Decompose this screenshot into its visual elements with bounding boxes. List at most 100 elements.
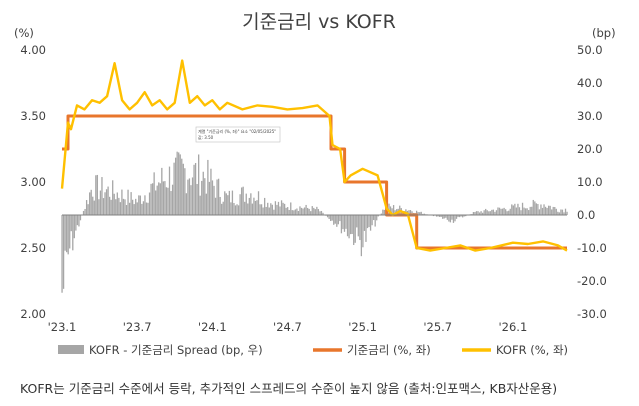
spread-bar: [293, 210, 295, 215]
spread-bar: [254, 200, 257, 215]
spread-bar: [336, 215, 338, 227]
spread-bar: [78, 215, 80, 227]
spread-bar: [452, 215, 455, 223]
spread-bar: [409, 210, 412, 215]
spread-bar: [544, 206, 547, 215]
spread-bar: [167, 187, 169, 215]
legend-label-kofr: KOFR (%, 좌): [496, 343, 568, 357]
spread-bar: [356, 215, 358, 228]
spread-bar: [303, 207, 306, 215]
spread-bar: [127, 189, 129, 215]
left-tick-label: 4.00: [20, 43, 46, 57]
spread-bar: [201, 180, 203, 215]
spread-bar: [422, 213, 424, 215]
spread-bar: [317, 209, 320, 215]
spread-bar: [438, 215, 441, 217]
spread-bar: [308, 208, 310, 215]
spread-bar: [320, 210, 323, 215]
spread-bar: [153, 172, 155, 215]
right-tick-label: -10.0: [577, 241, 607, 255]
spread-bar: [187, 179, 189, 215]
spread-bar: [185, 193, 188, 215]
spread-bar: [492, 209, 495, 215]
spread-bar: [104, 192, 106, 215]
spread-bar: [380, 213, 382, 215]
spread-bar: [547, 205, 550, 215]
spread-bar: [481, 212, 484, 215]
spread-bar: [202, 171, 204, 215]
spread-bar: [360, 215, 363, 257]
spread-bar: [432, 215, 435, 217]
spread-bar: [310, 211, 312, 215]
spread-bar: [171, 184, 174, 215]
spread-bar: [523, 207, 525, 215]
spread-bar: [142, 201, 145, 215]
spread-bar: [541, 207, 544, 215]
right-tick-label: 50.0: [577, 43, 603, 57]
spread-bar: [64, 215, 66, 251]
spread-bar: [331, 215, 333, 221]
spread-bar: [564, 208, 567, 215]
spread-bar: [495, 210, 498, 215]
spread-bar: [498, 207, 501, 215]
spread-bar: [563, 212, 565, 215]
spread-bar: [204, 178, 206, 215]
spread-bar: [179, 154, 181, 215]
spread-bar: [392, 205, 395, 215]
spread-bar: [435, 215, 438, 217]
spread-bar: [234, 205, 237, 215]
spread-bar: [253, 197, 255, 215]
spread-bar: [161, 167, 163, 215]
spread-bar: [174, 157, 177, 215]
spread-bar: [182, 163, 184, 215]
spread-bar: [248, 197, 250, 215]
spread-bar: [462, 215, 464, 218]
spread-bar: [181, 158, 183, 215]
spread-bar: [130, 192, 132, 215]
left-axis-unit: (%): [14, 26, 34, 40]
spread-bar: [224, 191, 226, 215]
spread-bar: [368, 215, 370, 228]
spread-bar: [280, 200, 283, 215]
spread-bar: [239, 194, 241, 215]
x-tick-label: '25.1: [348, 320, 377, 334]
spread-bar: [256, 200, 258, 215]
spread-bar: [155, 190, 157, 215]
spread-bar: [538, 209, 541, 215]
legend: KOFR - 기준금리 Spread (bp, 우) 기준금리 (%, 좌) K…: [58, 343, 568, 357]
spread-bar: [279, 206, 281, 215]
spread-bar: [67, 215, 69, 255]
spread-bar: [119, 202, 122, 215]
spread-bar: [322, 212, 324, 215]
spread-bar: [89, 192, 91, 215]
spread-bar: [408, 210, 410, 215]
spread-bar: [227, 195, 229, 215]
spread-bar: [566, 211, 568, 215]
base-rate-line: [62, 114, 567, 250]
spread-bar: [151, 183, 154, 215]
spread-bar: [313, 207, 315, 215]
spread-bar: [101, 177, 103, 215]
spread-bar: [132, 199, 134, 215]
spread-bar: [357, 215, 359, 237]
spread-bar: [116, 192, 118, 215]
spread-bar: [133, 204, 135, 215]
spread-bar: [558, 212, 561, 215]
right-tick-label: 20.0: [577, 142, 603, 156]
spread-bar: [270, 203, 272, 215]
spread-bar: [236, 204, 238, 215]
x-tick-label: '23.7: [123, 320, 152, 334]
spread-bar: [521, 202, 524, 215]
spread-bar: [112, 180, 114, 215]
spread-bar: [139, 195, 141, 215]
spread-bar: [105, 189, 108, 215]
spread-bar: [500, 208, 502, 215]
spread-bar: [349, 215, 352, 235]
spread-bar: [72, 215, 74, 251]
spread-bar: [463, 215, 465, 217]
x-tick-label: '24.7: [273, 320, 302, 334]
legend-swatch-spread: [58, 345, 84, 354]
spread-bar: [271, 204, 273, 215]
spread-bar: [214, 197, 217, 215]
